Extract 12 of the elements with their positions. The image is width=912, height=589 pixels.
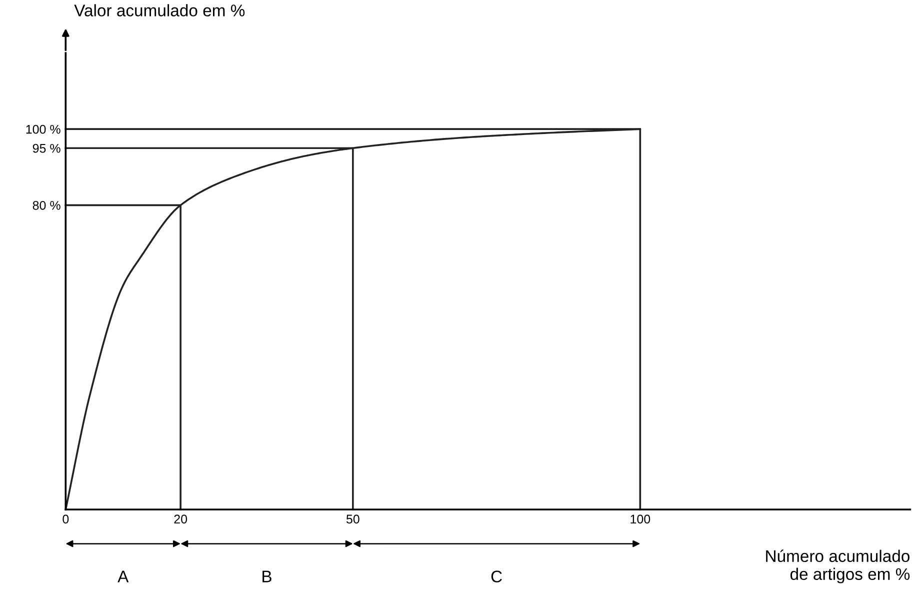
y-axis-title: Valor acumulado em % [74, 4, 245, 16]
x-tick-label: 100 [630, 514, 650, 524]
y-tick-label: 100 % [26, 124, 60, 134]
text: A [118, 570, 129, 582]
y-tick-label: 95 % [32, 144, 60, 153]
y-tick-label: 80 % [32, 200, 60, 210]
x-axis-title: Número acumulado de artigos em % [766, 550, 910, 584]
x-tick-label: 20 [174, 514, 188, 524]
x-tick-label: 0 [62, 514, 69, 524]
text: B [262, 570, 272, 582]
x-tick-label: 50 [346, 514, 360, 524]
text: C [491, 570, 502, 582]
